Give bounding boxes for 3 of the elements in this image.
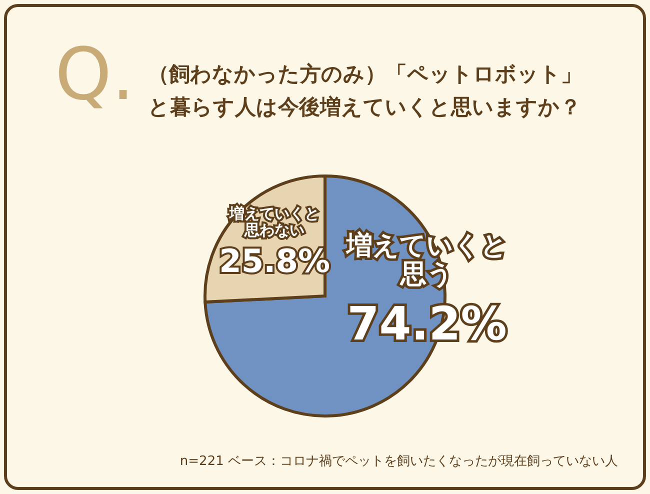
chart-title: （飼わなかった方のみ）「ペットロボット」と暮らす人は今後増えていくと思いますか？	[148, 61, 583, 121]
text: Q.	[55, 32, 135, 116]
text: n=221 ベース：コロナ禍でペットを飼いたくなったが現在飼っていない人	[180, 453, 618, 470]
